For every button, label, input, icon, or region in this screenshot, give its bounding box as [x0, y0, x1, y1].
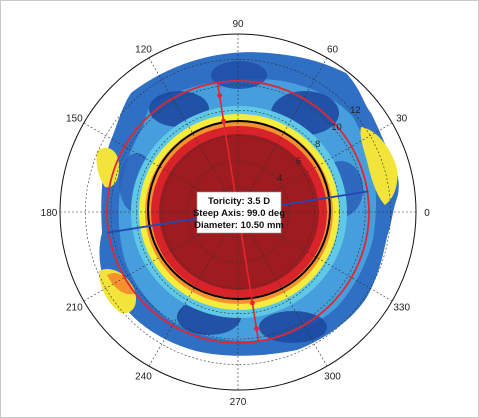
steep-axis-marker — [254, 326, 259, 331]
radial-tick-label: 10 — [331, 122, 342, 133]
angle-tick-labels: 0 30 60 90 120 150 180 210 240 270 300 330 — [41, 19, 431, 408]
yellow-edge-blob — [96, 147, 119, 188]
annotation-steep-axis: Steep Axis: 99.0 deg — [193, 208, 285, 219]
grid-spoke — [237, 57, 328, 213]
dark-blue-patch — [211, 61, 267, 89]
axis-markers — [217, 93, 259, 331]
steep-axis-marker — [221, 118, 227, 124]
topography-heatmap — [96, 52, 399, 356]
grid-spoke — [148, 57, 239, 213]
grid-ring — [110, 84, 366, 340]
grid-ring — [186, 160, 290, 264]
angle-tick-label: 330 — [393, 303, 410, 314]
radial-tick-label: 12 — [350, 105, 361, 116]
angle-tick-label: 60 — [327, 44, 339, 55]
angle-tick-label: 30 — [396, 114, 408, 125]
angle-tick-label: 180 — [41, 208, 58, 219]
annotation-box: Toricity: 3.5 D Steep Axis: 99.0 deg Dia… — [193, 191, 285, 234]
annotation-diameter: Diameter: 10.50 mm — [194, 220, 284, 231]
radial-tick-label: 6 — [296, 156, 301, 167]
lens-outline-ring — [106, 80, 370, 344]
angle-tick-label: 90 — [232, 19, 244, 30]
grid-spoke — [148, 211, 239, 367]
yellow-edge-blob — [360, 127, 398, 205]
angle-tick-label: 120 — [135, 44, 152, 55]
angle-tick-label: 150 — [66, 114, 83, 125]
angle-tick-label: 300 — [324, 372, 341, 383]
annotation-toricity: Toricity: 3.5 D — [208, 196, 270, 207]
radial-tick-label: 4 — [277, 173, 282, 184]
angle-tick-label: 210 — [66, 303, 83, 314]
angle-tick-label: 270 — [230, 397, 247, 408]
dark-blue-patch — [259, 311, 327, 343]
steep-axis-marker — [217, 93, 222, 98]
angle-tick-label: 240 — [135, 372, 152, 383]
orange-edge-accent — [107, 273, 135, 295]
black-reference-ring — [147, 120, 331, 300]
steep-axis-marker — [249, 300, 255, 306]
angle-tick-label: 0 — [424, 208, 430, 219]
radial-tick-label: 8 — [315, 139, 320, 150]
